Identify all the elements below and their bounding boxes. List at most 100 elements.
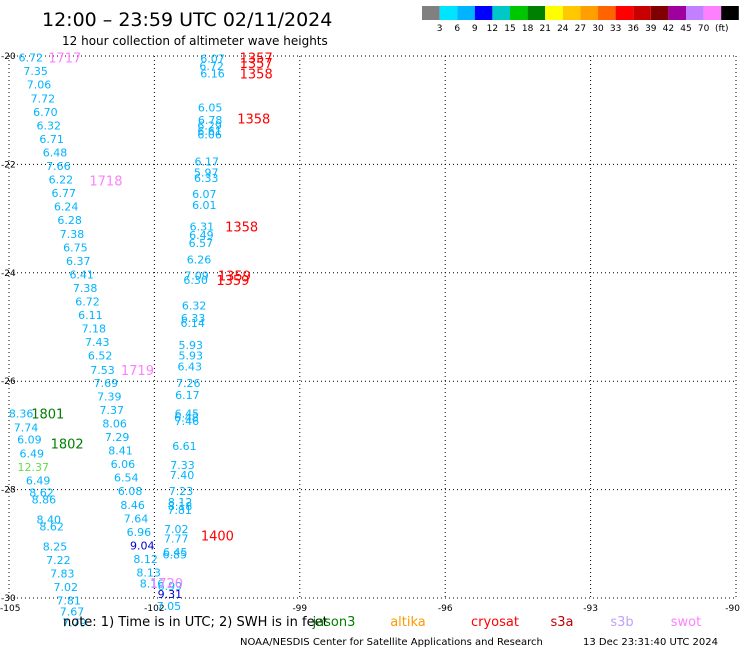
swh-value-label: 6.05 <box>198 101 223 114</box>
generated-timestamp: 13 Dec 23:31:40 UTC 2024 <box>583 637 718 648</box>
pass-time-label: 1717 <box>48 52 81 67</box>
colorbar-tick-label: 24 <box>557 24 569 34</box>
footer-note: note: 1) Time is in UTC; 2) SWH is in fe… <box>63 615 328 630</box>
swh-value-label: 6.11 <box>78 309 103 322</box>
satellite-legend-altika: altika <box>390 615 426 630</box>
colorbar-tick-label: 30 <box>592 24 604 34</box>
pass-time-label: 1359 <box>218 270 251 285</box>
colorbar-tick-label: 9 <box>472 24 478 34</box>
swh-value-label: 12.37 <box>17 461 49 474</box>
y-tick-label: -24 <box>1 269 16 279</box>
swh-value-label: 6.99 <box>158 580 183 593</box>
pass-time-label: 1358 <box>237 112 270 127</box>
swh-value-label: 7.35 <box>23 65 48 78</box>
swh-value-label: 8.06 <box>102 417 127 430</box>
swh-value-label: 7.18 <box>82 323 107 336</box>
swh-value-label: 7.79 <box>62 616 87 629</box>
colorbar-tick-label: 27 <box>575 24 586 34</box>
colorbar-swatch <box>545 6 563 20</box>
y-tick-label: -30 <box>1 594 16 604</box>
lat-lon-grid <box>8 55 737 599</box>
swh-value-label: 6.29 <box>197 119 222 132</box>
swh-value-label: 5.93 <box>179 339 204 352</box>
swh-value-label: 6.08 <box>118 485 143 498</box>
swh-value-label: 6.77 <box>52 187 77 200</box>
colorbar-tick-label: 3 <box>437 24 443 34</box>
pass-time-label: 1358 <box>225 221 258 236</box>
x-tick-label: -93 <box>583 604 598 614</box>
swh-value-label: 5.93 <box>179 350 204 363</box>
swh-value-label: 6.57 <box>189 237 214 250</box>
swh-value-label: 6.48 <box>174 412 199 425</box>
pass-time-label: 1802 <box>51 438 84 453</box>
colorbar-swatch <box>668 6 686 20</box>
colorbar-swatch <box>457 6 475 20</box>
swh-value-label: 6.96 <box>127 526 152 539</box>
colorbar-tick-label: 15 <box>504 24 515 34</box>
swh-value-label: 7.26 <box>176 377 201 390</box>
colorbar-swatch <box>598 6 616 20</box>
colorbar-swatch <box>650 6 669 20</box>
colorbar-tick-label: 33 <box>610 24 621 34</box>
colorbar-swatch <box>686 6 704 20</box>
colorbar-swatch <box>439 6 458 20</box>
swh-value-label: 6.33 <box>181 312 206 325</box>
swh-value-label: 8.36 <box>9 408 34 421</box>
colorbar-swatch <box>615 6 634 20</box>
colorbar-tick-label: 12 <box>487 24 498 34</box>
pass-time-label: 1357 <box>240 52 273 67</box>
swh-value-label: 9.31 <box>158 588 183 601</box>
y-tick-label: -22 <box>1 160 16 170</box>
pass-time-label: 1720 <box>150 577 183 592</box>
colorbar-swatch <box>633 6 651 20</box>
swh-value-label: 7.37 <box>99 404 124 417</box>
colorbar-swatch <box>580 6 598 20</box>
swh-value-label: 7.22 <box>46 554 71 567</box>
colorbar-swatch <box>492 6 510 20</box>
colorbar-tick-label: 42 <box>663 24 674 34</box>
swh-value-label: 6.07 <box>192 188 217 201</box>
swh-value-label: 8.41 <box>108 445 133 458</box>
swh-value-label: 6.37 <box>66 255 91 268</box>
y-tick-label: -20 <box>1 52 16 62</box>
colorbar-swatch <box>510 6 528 20</box>
swh-value-label: 6.17 <box>194 156 219 169</box>
colorbar-tick-label: 39 <box>645 24 657 34</box>
swh-value-label: 6.06 <box>111 458 136 471</box>
swh-value-label: 6.31 <box>190 221 215 234</box>
swh-value-label: 7.40 <box>170 469 195 482</box>
satellite-legend: jason3 altika cryosat s3a s3b swot <box>312 615 702 630</box>
swh-value-label: 6.30 <box>183 274 208 287</box>
swh-value-label: 6.52 <box>88 350 113 363</box>
swh-value-label: 7.83 <box>50 568 75 581</box>
swh-value-label: 6.48 <box>43 146 68 159</box>
swh-value-label: 6.45 <box>175 408 200 421</box>
swh-value-label: 7.64 <box>124 512 149 525</box>
satellite-pass-labels: 1717 135713571358135817181358135913591719… <box>31 52 273 592</box>
swh-value-label: 8.13 <box>136 567 161 580</box>
swh-value-label: 8.40 <box>36 513 61 526</box>
swh-value-label: 6.45 <box>163 546 188 559</box>
swh-value-label: 6.33 <box>194 172 219 185</box>
colorbar-tick-label: 70 <box>698 24 710 34</box>
satellite-legend-jason3: jason3 <box>312 615 356 630</box>
swh-value-label: 6.75 <box>63 241 88 254</box>
swh-value-label: 7.81 <box>56 595 81 608</box>
swh-value-label: 7.02 <box>53 581 78 594</box>
swh-value-label: 7.69 <box>94 377 119 390</box>
pass-time-label: 1400 <box>201 530 234 545</box>
swh-value-label: 8.25 <box>43 541 68 554</box>
swh-value-label: 6.07 <box>200 53 225 66</box>
swh-value-label: 6.70 <box>33 106 58 119</box>
swh-value-label: 7.72 <box>31 92 56 105</box>
axis-tick-labels: -20 -22 -24 -26 -28 -30-105 -102 -99 -96 -93 -90 <box>0 52 740 614</box>
wave-height-points: 6.727.357.067.726.706.326.716.487.666.22… <box>9 52 225 630</box>
swh-value-label: 7.29 <box>105 431 130 444</box>
y-tick-label: -26 <box>1 377 16 387</box>
swh-value-label: 8.12 <box>168 496 193 509</box>
colorbar-swatch <box>527 6 546 20</box>
swh-value-label: 7.09 <box>184 270 209 283</box>
swh-value-label: 6.72 <box>19 52 44 65</box>
chart-subtitle: 12 hour collection of altimeter wave hei… <box>62 34 328 48</box>
